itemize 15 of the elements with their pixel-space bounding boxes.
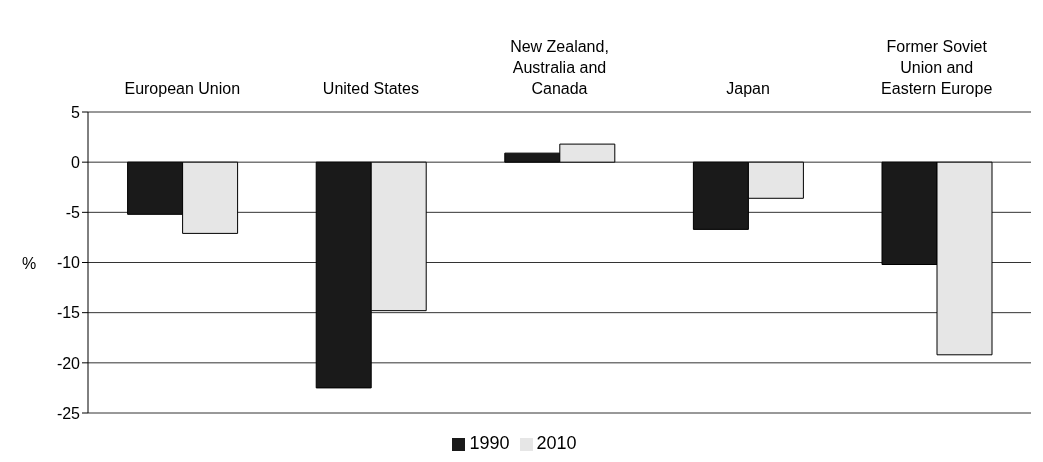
y-axis-title: % <box>22 254 37 272</box>
y-tick-label: -10 <box>56 254 81 272</box>
x-tick-label: New Zealand, Australia and Canada <box>510 38 609 97</box>
y-tick-label: -5 <box>65 204 81 222</box>
y-tick-label: 0 <box>71 153 81 171</box>
x-tick-label: United States <box>322 80 419 97</box>
legend-label: 1990 <box>469 433 510 453</box>
y-tick-label: -25 <box>56 404 81 422</box>
y-tick-label: -15 <box>56 304 81 322</box>
x-tick-label: Japan <box>726 80 770 97</box>
x-tick-label: Former Soviet Union and Eastern Europe <box>881 38 993 97</box>
legend-label: 2010 <box>536 433 577 453</box>
y-tick-label: 5 <box>71 103 81 121</box>
y-tick-label: -20 <box>56 354 81 372</box>
x-tick-label: European Union <box>124 80 241 97</box>
